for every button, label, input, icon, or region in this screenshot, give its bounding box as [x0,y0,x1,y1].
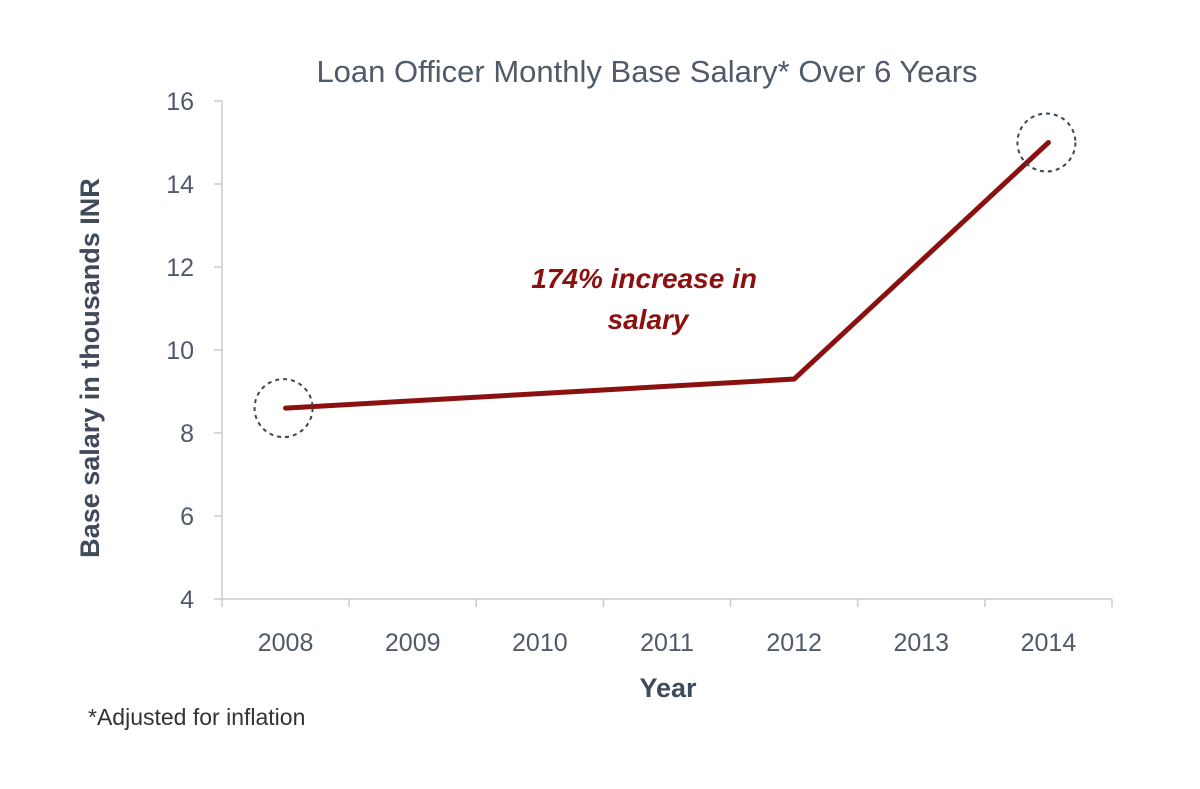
highlight-circle [1016,112,1077,173]
y-tick-label: 6 [180,503,194,531]
highlight-layer [253,112,1077,439]
y-tick-label: 4 [180,586,194,614]
y-tick-label: 10 [166,337,194,365]
x-tick-label: 2011 [640,629,694,657]
data-point [1045,140,1051,145]
y-tick-label: 8 [180,420,194,448]
data-point [791,376,797,382]
x-tick-label: 2009 [385,629,441,657]
footnote: *Adjusted for inflation [88,704,305,730]
chart-title: Loan Officer Monthly Base Salary* Over 6… [316,54,977,89]
data-point [283,405,289,411]
x-tick-label: 2008 [258,629,314,657]
x-tick-label: 2014 [1021,629,1077,657]
x-tick-label: 2010 [512,629,568,657]
annotation-line-2: salary [608,304,690,335]
y-tick-label: 14 [166,171,194,199]
y-axis-title: Base salary in thousands INR [75,178,105,558]
x-tick-label: 2013 [893,629,949,657]
x-tick-label: 2012 [766,629,822,657]
highlight-circle [253,378,314,439]
y-tick-label: 12 [166,254,194,282]
x-axis-ticks: 2008 2009 2010 2011 2012 2013 2014 [221,599,1113,657]
series-layer [283,140,1051,411]
x-axis-title: Year [639,673,697,703]
y-tick-label: 16 [166,88,194,116]
annotation-line-1: 174% increase in [531,263,757,294]
y-axis-ticks: 4 6 8 10 12 14 16 [166,88,222,614]
increase-annotation: 174% increase in salary [531,263,764,335]
